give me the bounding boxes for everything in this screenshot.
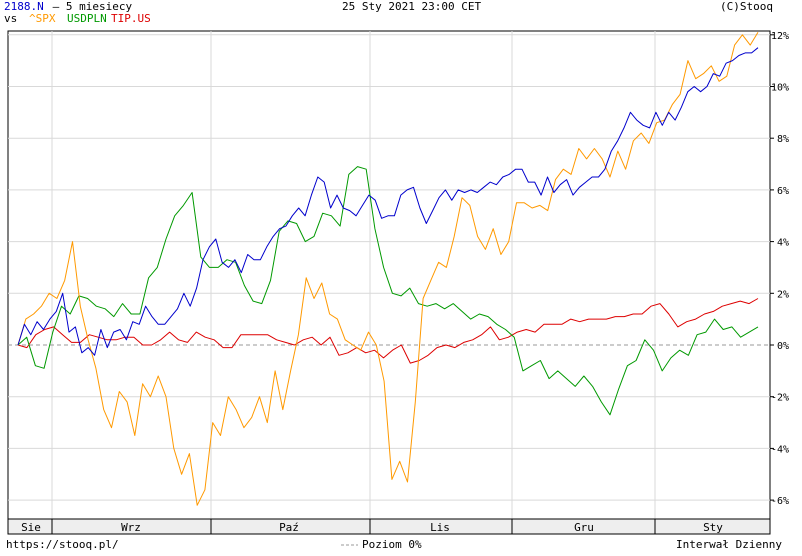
y-tick-label: -2% [771, 393, 789, 404]
y-tick-label: 12% [771, 31, 789, 42]
y-tick-label: 10% [771, 83, 789, 94]
y-tick-label: 2% [777, 289, 789, 300]
series-line-tipus [17, 298, 759, 364]
period-label: – 5 miesiecy [46, 0, 133, 13]
compare-tip-label[interactable]: TIP.US [111, 12, 151, 25]
series-lines [17, 31, 759, 506]
datetime-label: 25 Sty 2021 23:00 CET [342, 0, 482, 13]
series-line-usdpln [17, 166, 759, 416]
x-axis-label: Sie [21, 521, 41, 534]
footer-interval: Interwał Dzienny [676, 538, 782, 551]
compare-spx-label[interactable]: ^SPX [29, 12, 56, 25]
vs-label: vs [4, 12, 18, 25]
y-tick-label: 0% [777, 341, 789, 352]
x-axis-label: Lis [430, 521, 450, 534]
copyright-label: (C)Stooq [720, 0, 773, 13]
series-line-2188n [17, 47, 759, 356]
symbol-label[interactable]: 2188.N [4, 0, 44, 13]
y-tick-label: -4% [771, 444, 789, 455]
x-axis-label: Sty [703, 521, 723, 534]
footer-url[interactable]: https://stooq.pl/ [6, 538, 119, 551]
x-axis-label: Wrz [121, 521, 141, 534]
y-tick-label: 4% [777, 238, 789, 249]
y-tick-label: 6% [777, 186, 789, 197]
x-axis-label: Gru [574, 521, 594, 534]
footer-zero-level: Poziom 0% [362, 538, 422, 551]
x-axis-labels: Sie Wrz Paź Lis Gru Sty [21, 519, 723, 534]
x-axis-band [7, 518, 771, 535]
y-axis-ticks: 12% 10% 8% 6% 4% 2% 0% -2% -4% -6% [770, 31, 789, 507]
compare-usdpln-label[interactable]: USDPLN [67, 12, 107, 25]
y-tick-label: -6% [771, 496, 789, 507]
y-tick-label: 8% [777, 134, 789, 145]
series-line-spx [17, 31, 759, 506]
grid-lines [8, 31, 770, 519]
x-axis-label: Paź [279, 521, 299, 534]
